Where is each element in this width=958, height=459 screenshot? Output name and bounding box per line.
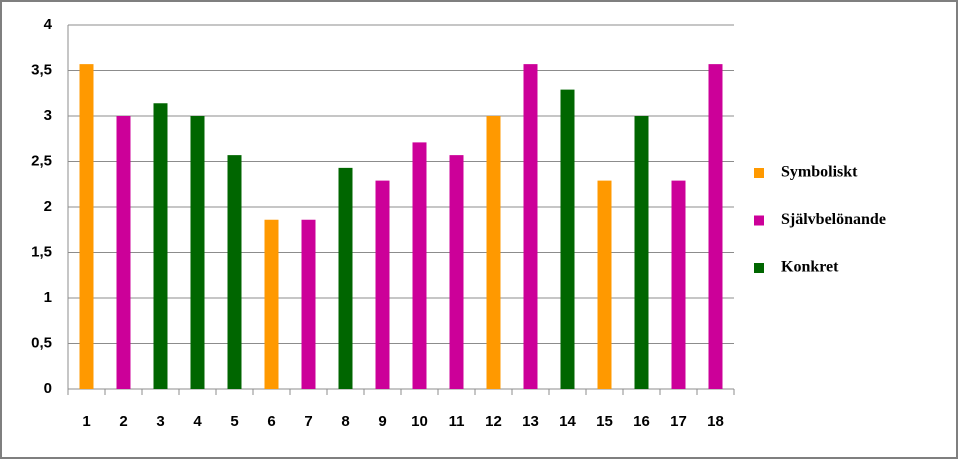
x-tick-label: 8	[341, 413, 349, 430]
y-tick-label: 1	[44, 289, 52, 306]
bar	[79, 64, 94, 389]
legend-marker	[754, 215, 764, 226]
x-tick-label: 12	[485, 413, 502, 430]
bar	[412, 142, 427, 389]
y-tick-label: 2,5	[31, 152, 52, 169]
bar	[449, 155, 464, 389]
legend-label: Självbelönande	[781, 211, 886, 228]
y-tick-label: 3,5	[31, 61, 52, 78]
x-tick-label: 10	[411, 413, 428, 430]
bar	[301, 219, 316, 389]
y-tick-label: 0,5	[31, 334, 52, 351]
x-tick-label: 2	[119, 413, 127, 430]
y-tick-label: 3	[44, 107, 52, 124]
bar	[338, 167, 353, 389]
x-tick-label: 3	[156, 413, 164, 430]
y-tick-label: 1,5	[31, 243, 52, 260]
x-tick-label: 11	[449, 413, 465, 430]
bar	[708, 64, 723, 389]
bar	[116, 116, 131, 389]
x-tick-label: 1	[82, 413, 90, 430]
legend-label: Symboliskt	[781, 164, 858, 181]
x-tick-label: 16	[633, 413, 650, 430]
bar	[375, 180, 390, 389]
x-tick-label: 14	[559, 413, 576, 430]
bar	[486, 116, 501, 389]
bar	[523, 64, 538, 389]
x-tick-label: 5	[230, 413, 238, 430]
bar	[671, 180, 686, 389]
legend-label: Konkret	[781, 259, 839, 276]
y-tick-label: 4	[44, 16, 53, 33]
legend-marker	[754, 263, 764, 273]
bar	[264, 219, 279, 389]
y-tick-label: 2	[44, 198, 52, 215]
legend-marker	[754, 168, 764, 178]
x-tick-label: 17	[670, 413, 687, 430]
x-tick-label: 15	[596, 413, 613, 430]
y-tick-label: 0	[44, 380, 52, 397]
x-tick-label: 4	[193, 413, 202, 430]
bar	[153, 103, 168, 389]
x-tick-label: 9	[378, 413, 386, 430]
x-tick-label: 13	[522, 413, 539, 430]
x-tick-label: 7	[304, 413, 312, 430]
bar	[634, 116, 649, 389]
bar	[560, 89, 575, 390]
bar	[597, 180, 612, 389]
x-tick-label: 6	[267, 413, 275, 430]
x-tick-label: 18	[707, 413, 724, 430]
bar	[227, 155, 242, 389]
bar	[190, 116, 205, 389]
